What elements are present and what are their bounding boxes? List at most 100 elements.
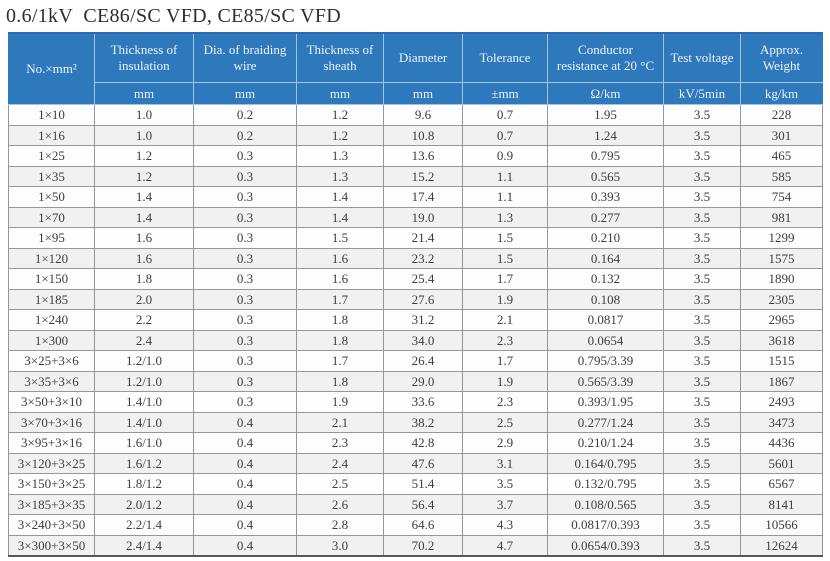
table-cell: 1.4: [94, 186, 194, 208]
table-cell: 0.2: [193, 104, 297, 126]
table-cell: 1.5: [296, 227, 384, 249]
unit-tolerance: ±mm: [462, 82, 548, 105]
unit-test-voltage: kV/5min: [663, 82, 741, 105]
table-row: 3×240+3×50 2.2/1.4 0.4 2.8 64.6 4.3 0.0817/0.3…: [8, 514, 823, 536]
table-cell: 25.4: [383, 268, 463, 290]
table-body: 1×10 1.0 0.2 1.2 9.6 0.7 1.95 3.5 228 1×16 1.0 0.2 1…: [8, 104, 823, 557]
table-cell: 2.4/1.4: [94, 534, 194, 557]
table-row: 3×25+3×6 1.2/1.0 0.3 1.7 26.4 1.7 0.795/3.39 3.…: [8, 350, 823, 372]
table-cell: 19.0: [383, 206, 463, 228]
row-size-cell: 1×25: [8, 145, 95, 167]
table-cell: 1.6: [296, 268, 384, 290]
table-cell: 3.5: [663, 452, 741, 474]
table-cell: 10566: [740, 514, 823, 536]
table-cell: 3.5: [663, 165, 741, 187]
table-cell: 1.1: [462, 186, 548, 208]
table-row: 1×150 1.8 0.3 1.6 25.4 1.7 0.132 3.5 1890: [8, 268, 823, 290]
table-cell: 3.7: [462, 493, 548, 515]
table-cell: 4.7: [462, 534, 548, 557]
table-cell: 0.0654/0.393: [547, 534, 664, 557]
col-header-size: No.×mm²: [8, 32, 95, 105]
table-cell: 31.2: [383, 309, 463, 331]
table-cell: 0.0817/0.393: [547, 514, 664, 536]
row-size-cell: 1×10: [8, 104, 95, 126]
table-cell: 0.795/3.39: [547, 350, 664, 372]
row-size-cell: 1×35: [8, 165, 95, 187]
table-cell: 23.2: [383, 247, 463, 269]
table-cell: 1.3: [462, 206, 548, 228]
row-size-cell: 1×185: [8, 288, 95, 310]
table-cell: 3.5: [663, 206, 741, 228]
table-cell: 2.2/1.4: [94, 514, 194, 536]
table-cell: 56.4: [383, 493, 463, 515]
table-cell: 70.2: [383, 534, 463, 557]
table-cell: 0.4: [193, 432, 297, 454]
table-cell: 1.0: [94, 124, 194, 146]
table-cell: 0.3: [193, 206, 297, 228]
table-cell: 1.8/1.2: [94, 473, 194, 495]
row-size-cell: 3×25+3×6: [8, 350, 95, 372]
table-cell: 0.3: [193, 186, 297, 208]
table-cell: 0.277/1.24: [547, 411, 664, 433]
page-title: 0.6/1kV CE86/SC VFD, CE85/SC VFD: [6, 5, 341, 27]
table-row: 3×95+3×16 1.6/1.0 0.4 2.3 42.8 2.9 0.210/1.24 3…: [8, 432, 823, 454]
table-cell: 3.5: [462, 473, 548, 495]
unit-braiding-wire-dia: mm: [193, 82, 297, 105]
table-cell: 0.795: [547, 145, 664, 167]
row-size-cell: 1×150: [8, 268, 95, 290]
table-cell: 2.3: [462, 391, 548, 413]
header-row-labels: No.×mm² Thickness of insulation Dia. of …: [8, 32, 823, 105]
table-cell: 1.6: [94, 247, 194, 269]
table-cell: 0.0654: [547, 329, 664, 351]
table-cell: 3.5: [663, 370, 741, 392]
table-cell: 0.3: [193, 145, 297, 167]
table-cell: 1.2/1.0: [94, 370, 194, 392]
table-cell: 1.3: [296, 165, 384, 187]
table-cell: 465: [740, 145, 823, 167]
table-cell: 1890: [740, 268, 823, 290]
table-cell: 3.5: [663, 534, 741, 557]
table-cell: 0.3: [193, 329, 297, 351]
row-size-cell: 1×120: [8, 247, 95, 269]
col-header-diameter: Diameter: [383, 32, 463, 83]
col-header-tolerance: Tolerance: [462, 32, 548, 83]
row-size-cell: 1×300: [8, 329, 95, 351]
table-cell: 4436: [740, 432, 823, 454]
row-size-cell: 3×95+3×16: [8, 432, 95, 454]
table-cell: 981: [740, 206, 823, 228]
table-cell: 3.5: [663, 268, 741, 290]
table-row: 3×35+3×6 1.2/1.0 0.3 1.8 29.0 1.9 0.565/3.39 3.…: [8, 370, 823, 392]
table-cell: 2.4: [296, 452, 384, 474]
table-cell: 17.4: [383, 186, 463, 208]
table-cell: 1.6: [94, 227, 194, 249]
table-row: 1×240 2.2 0.3 1.8 31.2 2.1 0.0817 3.5 2965: [8, 309, 823, 331]
row-size-cell: 3×50+3×10: [8, 391, 95, 413]
table-cell: 0.3: [193, 350, 297, 372]
table-cell: 8141: [740, 493, 823, 515]
table-cell: 13.6: [383, 145, 463, 167]
table-cell: 2.0: [94, 288, 194, 310]
table-cell: 0.277: [547, 206, 664, 228]
table-cell: 1.6: [296, 247, 384, 269]
unit-approx-weight: kg/km: [740, 82, 823, 105]
table-cell: 1.95: [547, 104, 664, 126]
table-row: 1×10 1.0 0.2 1.2 9.6 0.7 1.95 3.5 228: [8, 104, 823, 126]
table-row: 1×35 1.2 0.3 1.3 15.2 1.1 0.565 3.5 585: [8, 165, 823, 187]
unit-conductor-resistance: Ω/km: [547, 82, 664, 105]
unit-sheath-thickness: mm: [296, 82, 384, 105]
table-cell: 1.4/1.0: [94, 411, 194, 433]
table-cell: 1.4: [296, 206, 384, 228]
table-row: 3×300+3×50 2.4/1.4 0.4 3.0 70.2 4.7 0.0654/0.3…: [8, 534, 823, 557]
table-cell: 1.4: [296, 186, 384, 208]
row-size-cell: 1×95: [8, 227, 95, 249]
table-cell: 1.8: [296, 309, 384, 331]
table-row: 1×120 1.6 0.3 1.6 23.2 1.5 0.164 3.5 1575: [8, 247, 823, 269]
table-cell: 1.7: [296, 288, 384, 310]
table-cell: 1.5: [462, 227, 548, 249]
table-cell: 2.3: [296, 432, 384, 454]
table-cell: 0.565/3.39: [547, 370, 664, 392]
table-row: 3×70+3×16 1.4/1.0 0.4 2.1 38.2 2.5 0.277/1.24 3…: [8, 411, 823, 433]
table-header: No.×mm² Thickness of insulation Dia. of …: [8, 32, 823, 105]
table-cell: 1.6/1.2: [94, 452, 194, 474]
table-cell: 1867: [740, 370, 823, 392]
